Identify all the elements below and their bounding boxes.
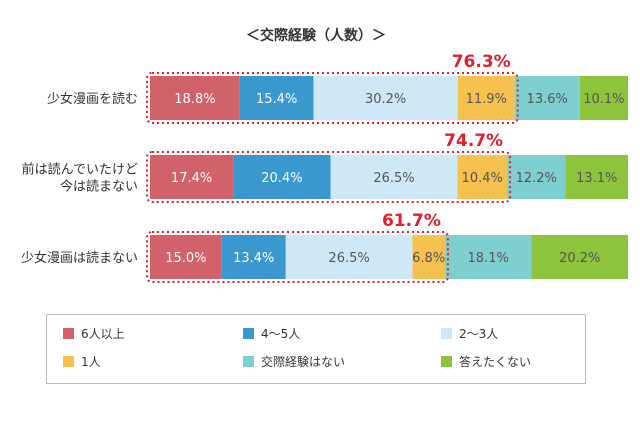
legend-swatch (243, 328, 254, 339)
bar-segment (313, 76, 458, 120)
data-label: 26.5% (328, 251, 369, 266)
legend: 6人以上 4〜5人 2〜3人 1人 交際経験はない 答えたくない (46, 314, 586, 384)
data-label: 13.1% (576, 171, 617, 186)
legend-swatch (63, 356, 74, 367)
legend-item: 2〜3人 (441, 325, 498, 342)
legend-label: 交際経験はない (261, 355, 346, 369)
bar-segment (221, 235, 286, 279)
data-label: 20.2% (559, 251, 600, 266)
bar-segment (444, 235, 532, 279)
legend-label: 答えたくない (459, 355, 532, 369)
bar-segment (579, 76, 628, 120)
stacked-bar-chart: ＜交際経験（人数）＞ 少女漫画を読む前は読んでいたけど今は読まない少女漫画は読ま… (21, 27, 628, 283)
highlight-total-label: 76.3% (452, 52, 511, 72)
chart-title: ＜交際経験（人数）＞ (246, 27, 386, 44)
bar-segment (150, 155, 234, 199)
category-label: 少女漫画を読む (47, 91, 138, 107)
bar-segment (412, 235, 445, 279)
data-label: 6.8% (412, 251, 445, 266)
data-label: 17.4% (171, 171, 212, 186)
legend-item: 4〜5人 (243, 325, 300, 342)
highlight-frames: 76.3% 74.7% 61.7% (146, 52, 519, 283)
bars: 18.8% 15.4% 30.2% 11.9% 13.6% 10.1% 17.4% 20.4%… (150, 76, 628, 279)
legend-item: 1人 (63, 353, 101, 370)
legend-item: 答えたくない (441, 353, 531, 370)
legend-swatch (441, 356, 452, 367)
bar-segment (330, 155, 458, 199)
legend-swatch (243, 356, 254, 367)
data-label: 13.4% (233, 251, 274, 266)
category-label: 今は読まない (60, 179, 138, 195)
legend-label: 1人 (81, 355, 101, 369)
data-label: 10.1% (583, 92, 624, 107)
data-label: 18.1% (468, 251, 509, 266)
highlight-total-label: 74.7% (444, 131, 503, 151)
bar-segment (150, 235, 222, 279)
bar-segment (233, 155, 331, 199)
bar-segment (457, 155, 508, 199)
data-label: 15.4% (256, 92, 297, 107)
data-label: 11.9% (466, 92, 507, 107)
data-label: 12.2% (516, 171, 557, 186)
category-label: 前は読んでいたけど (22, 162, 138, 178)
legend-label: 2〜3人 (459, 327, 499, 341)
bar-segment (150, 76, 240, 120)
data-label: 10.4% (462, 171, 503, 186)
data-label: 26.5% (373, 171, 414, 186)
legend-item: 6人以上 (63, 325, 125, 342)
highlight-frame (146, 72, 519, 124)
legend-item: 交際経験はない (243, 353, 345, 370)
highlight-frame (146, 231, 449, 283)
data-label: 13.6% (527, 92, 568, 107)
data-label: 30.2% (365, 92, 406, 107)
bar-segment (565, 155, 628, 199)
data-label: 20.4% (261, 171, 302, 186)
legend-swatch (441, 328, 452, 339)
legend-label: 4〜5人 (261, 327, 301, 341)
legend-swatch (63, 328, 74, 339)
highlight-frame (146, 151, 512, 203)
bar-segment (457, 76, 515, 120)
category-label: 少女漫画は読まない (21, 250, 138, 266)
data-label: 18.8% (174, 92, 215, 107)
legend-label: 6人以上 (81, 327, 125, 341)
bar-segment (531, 235, 628, 279)
data-label: 15.0% (165, 251, 206, 266)
bar-segment (514, 76, 580, 120)
bar-segment (507, 155, 566, 199)
bar-segment (285, 235, 413, 279)
highlight-total-label: 61.7% (382, 211, 441, 231)
bar-segment (239, 76, 314, 120)
